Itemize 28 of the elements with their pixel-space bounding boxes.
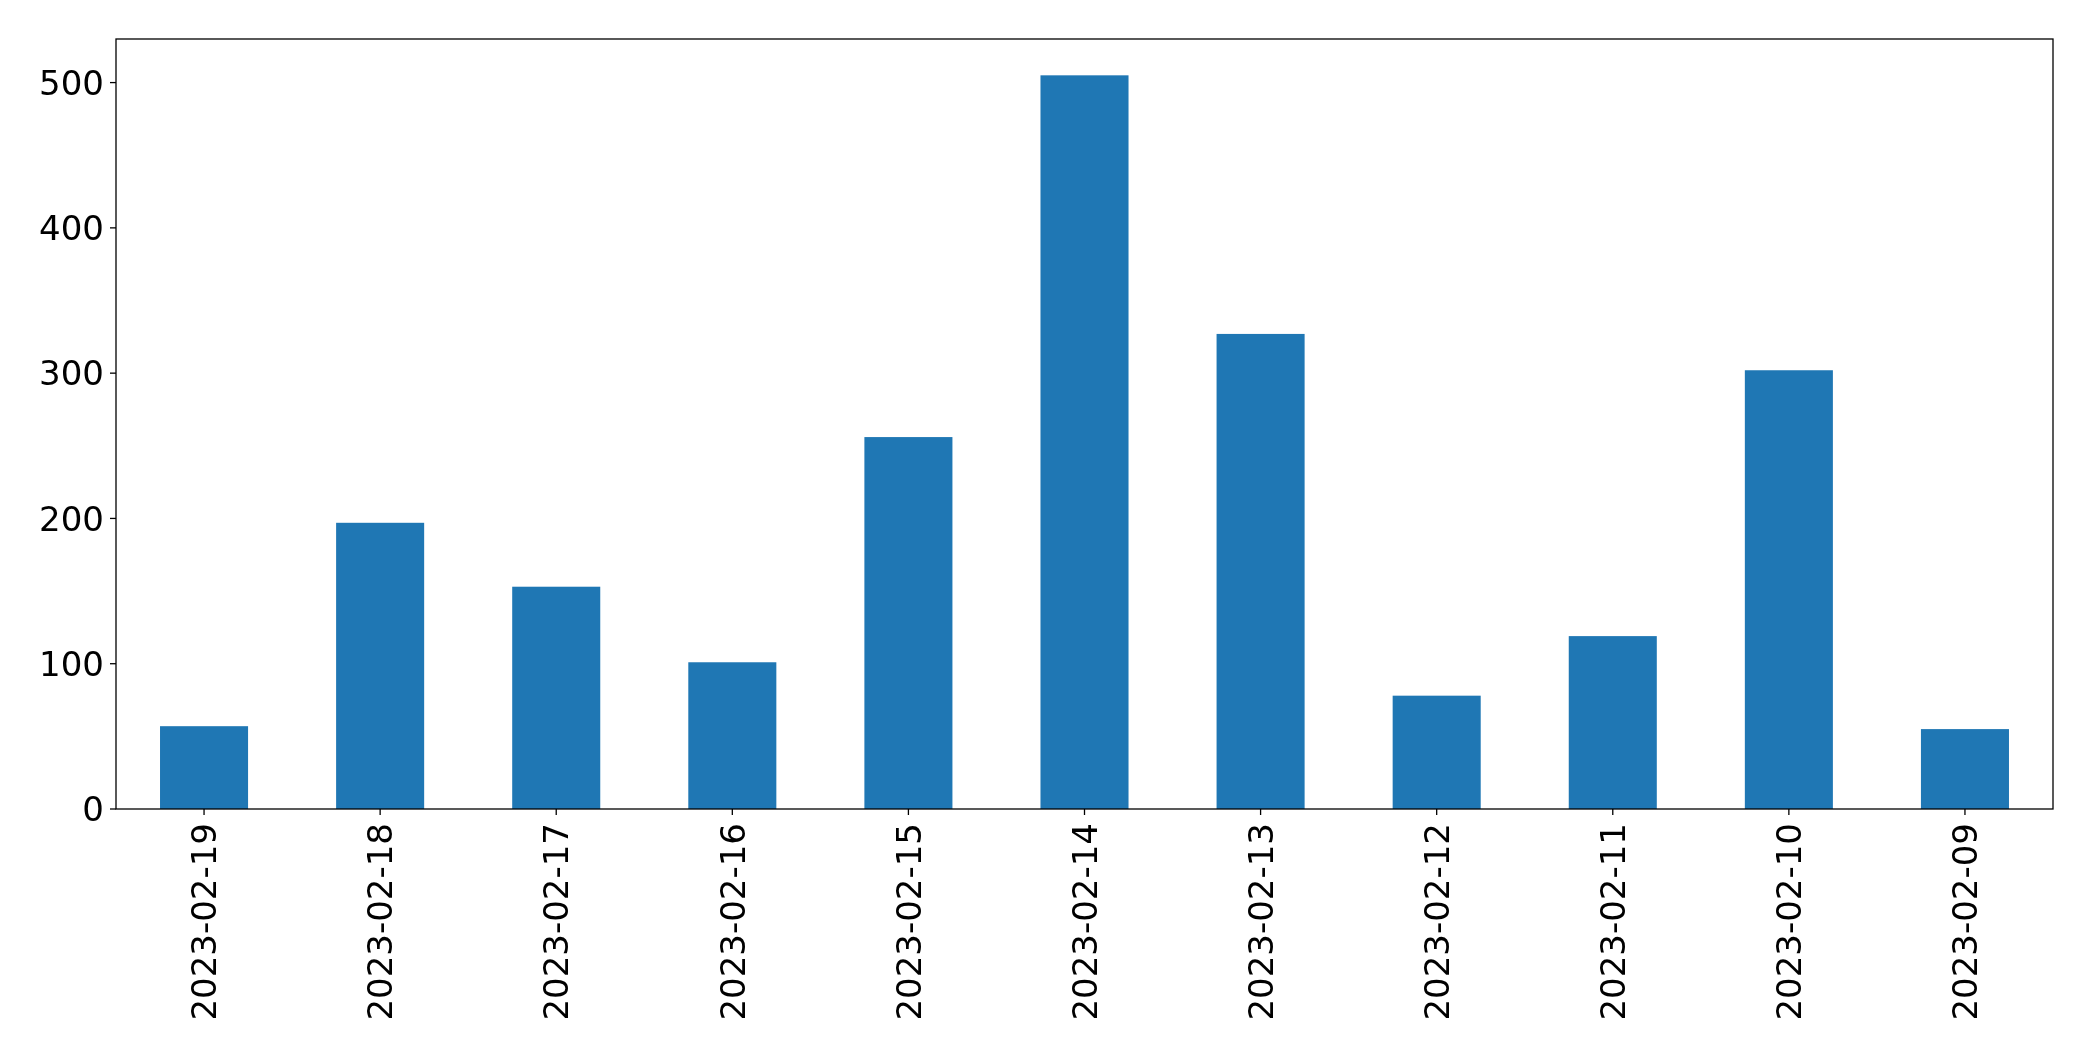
bar [160,726,249,809]
bar [1568,636,1657,809]
bar [688,662,777,809]
x-tick-label: 2023-02-10 [1769,823,1810,1021]
x-tick-label: 2023-02-12 [1416,823,1457,1021]
y-tick-label: 300 [39,353,104,394]
y-tick-label: 200 [39,498,104,539]
x-tick-label: 2023-02-19 [184,823,225,1021]
bar [1040,75,1129,809]
x-tick-label: 2023-02-17 [536,823,577,1021]
y-tick-label: 400 [39,208,104,249]
x-tick-label: 2023-02-09 [1945,823,1986,1021]
bar [512,586,601,809]
bar [1216,333,1305,809]
bar [1744,370,1833,809]
y-tick-label: 500 [39,62,104,103]
bar [864,437,953,809]
x-tick-label: 2023-02-18 [360,823,401,1021]
x-tick-label: 2023-02-16 [712,823,753,1021]
x-tick-label: 2023-02-14 [1064,823,1105,1021]
y-tick-label: 0 [82,789,104,830]
x-tick-label: 2023-02-11 [1593,823,1634,1021]
bar [336,522,425,809]
x-tick-label: 2023-02-13 [1240,823,1281,1021]
y-tick-label: 100 [39,643,104,684]
bar [1392,695,1481,809]
bar [1920,729,2009,809]
x-tick-label: 2023-02-15 [888,823,929,1021]
